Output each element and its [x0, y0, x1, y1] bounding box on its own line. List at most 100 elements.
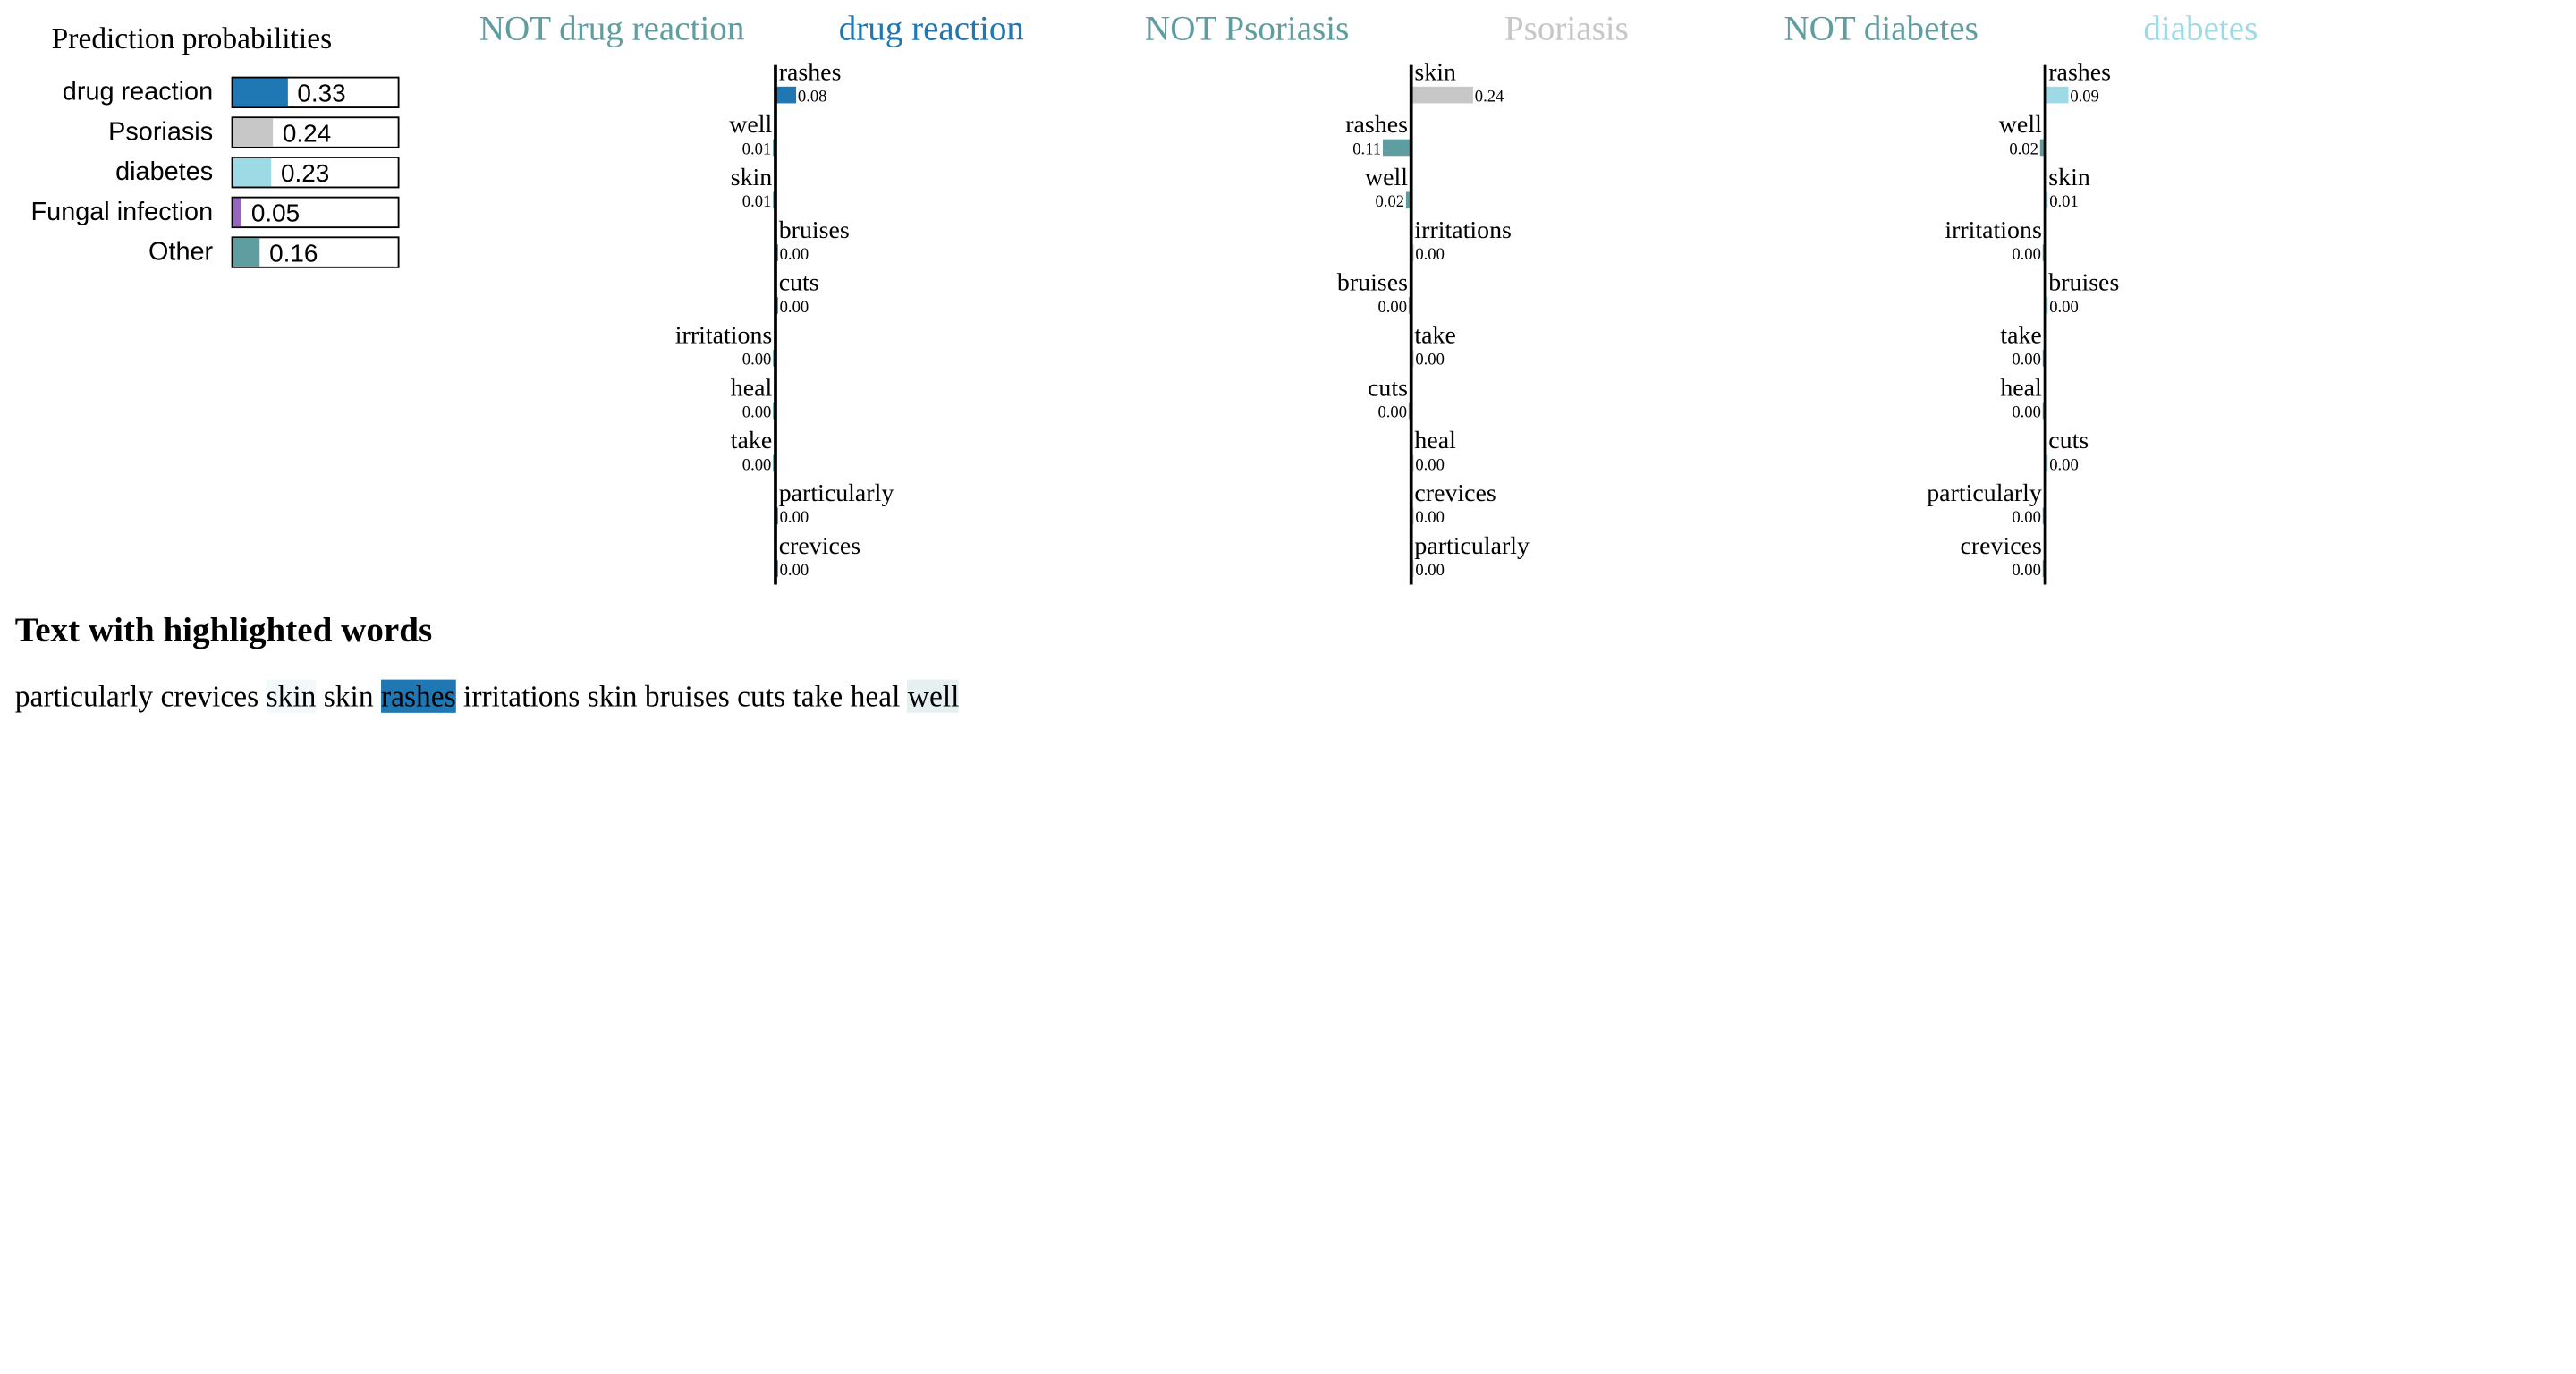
feature-value-heal: 0.00 [1415, 455, 1445, 474]
feature-value-irritations: 0.00 [1415, 245, 1445, 264]
feature-word-crevices: crevices [1960, 532, 2041, 560]
feature-value-well: 0.01 [742, 140, 772, 158]
feature-word-cuts: cuts [779, 269, 819, 297]
highlighted-text-body: particularly crevices skin skin rashes i… [14, 679, 960, 715]
header-not-drug-reaction: NOT drug reaction [479, 8, 745, 48]
feature-word-skin: skin [731, 164, 773, 191]
header-diabetes: diabetes [2143, 8, 2258, 48]
feature-value-rashes: 0.09 [2070, 88, 2099, 106]
highlighted-word-crevices: crevices [160, 679, 259, 713]
prob-fill-diabetes [233, 157, 271, 187]
prob-value-psoriasis: 0.24 [282, 120, 332, 148]
feature-value-well: 0.02 [1376, 192, 1405, 211]
feature-bar-skin [1411, 86, 1473, 104]
feature-word-take: take [2000, 322, 2041, 350]
explanation-chart-psoriasis: skin 0.24 rashes 0.11 well 0.02 irritations 0.0… [1145, 58, 1677, 591]
feature-value-take: 0.00 [2012, 351, 2041, 369]
feature-value-particularly: 0.00 [780, 508, 809, 527]
feature-value-heal: 0.00 [2012, 403, 2041, 422]
prob-bar-fungal-infection: 0.05 [231, 196, 400, 229]
header-psoriasis: Psoriasis [1504, 8, 1629, 48]
feature-word-skin: skin [1414, 58, 1456, 86]
feature-value-crevices: 0.00 [2012, 561, 2041, 580]
feature-word-take: take [731, 427, 772, 454]
prob-fill-drug-reaction [233, 78, 288, 107]
feature-value-cuts: 0.00 [2049, 455, 2079, 474]
highlighted-word-well: well [907, 679, 960, 713]
feature-word-heal: heal [731, 374, 773, 402]
feature-value-skin: 0.01 [742, 192, 772, 211]
prob-value-other: 0.16 [269, 240, 318, 268]
highlighted-text-title: Text with highlighted words [14, 609, 433, 650]
highlighted-word-heal: heal [850, 679, 901, 713]
feature-word-well: well [1365, 164, 1408, 191]
feature-word-cuts: cuts [1368, 374, 1408, 402]
highlighted-word-skin: skin [266, 679, 317, 713]
feature-word-skin: skin [2048, 164, 2090, 191]
highlighted-word-rashes: rashes [380, 679, 456, 713]
feature-word-particularly: particularly [1927, 479, 2042, 507]
feature-word-irritations: irritations [1945, 216, 2041, 244]
prob-label-drug-reaction: drug reaction [62, 78, 214, 107]
feature-value-skin: 0.24 [1475, 88, 1504, 106]
feature-word-heal: heal [2000, 374, 2042, 402]
highlighted-word-take: take [792, 679, 843, 713]
feature-value-well: 0.02 [2009, 140, 2038, 158]
feature-value-irritations: 0.00 [2012, 245, 2041, 264]
prob-label-fungal-infection: Fungal infection [30, 198, 214, 227]
feature-value-bruises: 0.00 [1377, 298, 1407, 317]
feature-value-cuts: 0.00 [1377, 403, 1407, 422]
feature-word-well: well [1999, 111, 2042, 139]
feature-value-cuts: 0.00 [780, 298, 809, 317]
highlighted-word-bruises: bruises [644, 679, 730, 713]
feature-value-take: 0.00 [1415, 351, 1445, 369]
feature-bar-rashes [775, 86, 797, 104]
explanation-chart-svg: rashes0.08well0.01skin0.01bruises0.00cut… [675, 58, 894, 585]
header-not-psoriasis: NOT Psoriasis [1145, 8, 1350, 48]
feature-word-crevices: crevices [1414, 479, 1496, 507]
prob-value-fungal-infection: 0.05 [250, 199, 301, 229]
feature-word-bruises: bruises [779, 216, 850, 244]
prob-fill-fungal-infection [233, 198, 242, 227]
prob-fill-other [233, 238, 259, 267]
feature-value-irritations: 0.00 [742, 351, 772, 369]
prob-bar-drug-reaction: 0.33 [231, 76, 400, 109]
feature-bar-rashes [1382, 139, 1411, 157]
feature-value-crevices: 0.00 [780, 561, 809, 580]
prob-label-psoriasis: Psoriasis [108, 118, 214, 147]
feature-word-crevices: crevices [779, 532, 860, 560]
feature-value-crevices: 0.00 [1415, 508, 1445, 527]
feature-word-well: well [729, 111, 772, 139]
feature-value-take: 0.00 [742, 455, 772, 474]
feature-word-rashes: rashes [1345, 111, 1408, 139]
feature-value-particularly: 0.00 [1415, 561, 1445, 580]
feature-word-particularly: particularly [779, 479, 894, 507]
feature-bar-rashes [2045, 86, 2069, 104]
header-not-diabetes: NOT diabetes [1784, 8, 1979, 48]
explanation-chart-drug-reaction: rashes 0.08 well 0.01 skin 0.01 bruises 0.00 cut… [509, 58, 1041, 591]
prob-label-other: Other [148, 238, 214, 267]
feature-value-bruises: 0.00 [2049, 298, 2079, 317]
highlighted-word-particularly: particularly [14, 679, 154, 713]
prob-value-drug-reaction: 0.33 [297, 80, 346, 109]
feature-value-skin: 0.01 [2049, 192, 2079, 211]
highlighted-word-skin: skin [587, 679, 638, 713]
feature-word-rashes: rashes [779, 58, 842, 86]
feature-word-bruises: bruises [2048, 269, 2119, 297]
feature-word-take: take [1414, 322, 1455, 350]
feature-value-rashes: 0.08 [798, 88, 827, 106]
feature-value-rashes: 0.11 [1352, 140, 1381, 158]
feature-word-bruises: bruises [1337, 269, 1408, 297]
feature-word-particularly: particularly [1414, 532, 1530, 560]
prediction-probabilities-title: Prediction probabilities [51, 21, 333, 55]
feature-bar-well [1405, 191, 1411, 209]
prob-value-diabetes: 0.23 [280, 159, 330, 189]
feature-value-particularly: 0.00 [2012, 508, 2041, 527]
header-drug-reaction: drug reaction [838, 8, 1024, 48]
prob-bar-other: 0.16 [231, 236, 400, 268]
prob-label-diabetes: diabetes [115, 157, 214, 187]
feature-word-cuts: cuts [2048, 427, 2089, 454]
prob-bar-diabetes: 0.23 [231, 157, 400, 189]
feature-value-bruises: 0.00 [780, 245, 809, 264]
explanation-chart-svg: rashes0.09well0.02skin0.01irritations0.0… [1927, 58, 2119, 585]
